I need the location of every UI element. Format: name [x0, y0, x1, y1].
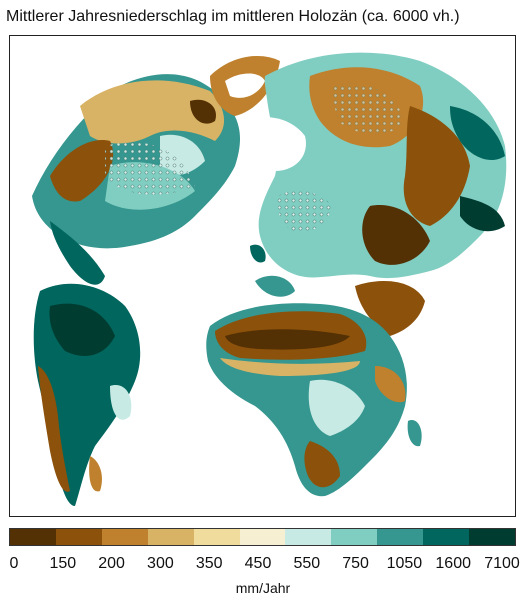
arctic-ocean: [240, 117, 306, 171]
colorbar-swatch: [147, 529, 194, 545]
colorbar-tick-label: 7100: [484, 555, 520, 572]
north-america: [32, 74, 240, 285]
colorbar-tick-label: 200: [98, 555, 125, 572]
eurasia: [250, 52, 507, 297]
colorbar-swatch: [377, 529, 424, 545]
arabia: [355, 281, 425, 336]
colorbar-swatch: [285, 529, 332, 545]
colorbar-swatch: [423, 529, 470, 545]
colorbar-tick-label: 1600: [435, 555, 471, 572]
colorbar-swatch: [55, 529, 102, 545]
africa: [206, 303, 422, 497]
colorbar-swatch: [331, 529, 378, 545]
colorbar-tick-label: 450: [244, 555, 272, 572]
colorbar-swatch: [239, 529, 286, 545]
south-america: [33, 283, 141, 506]
colorbar-swatch: [10, 529, 56, 545]
colorbar-swatch: [469, 529, 515, 545]
colorbar-unit: mm/Jahr: [235, 580, 291, 596]
colorbar-tick-label: 750: [342, 555, 369, 572]
map-title: Mittlerer Jahresniederschlag im mittlere…: [6, 8, 460, 25]
greenland: [210, 56, 280, 116]
colorbar-tick-label: 300: [147, 555, 174, 572]
colorbar-swatch: [193, 529, 240, 545]
colorbar-tick-label: 550: [293, 555, 321, 572]
colorbar-tick-label: 0: [9, 555, 19, 572]
colorbar-tick-label: 350: [195, 555, 223, 572]
precipitation-map: [9, 35, 516, 517]
colorbar-tick-label: 1050: [386, 555, 423, 572]
colorbar: [9, 528, 516, 546]
colorbar-ticks: 0 150 200 300 350 450 550 750 1050 1600 7100: [0, 555, 526, 577]
colorbar-tick-label: 150: [49, 555, 77, 572]
colorbar-swatch: [101, 529, 148, 545]
